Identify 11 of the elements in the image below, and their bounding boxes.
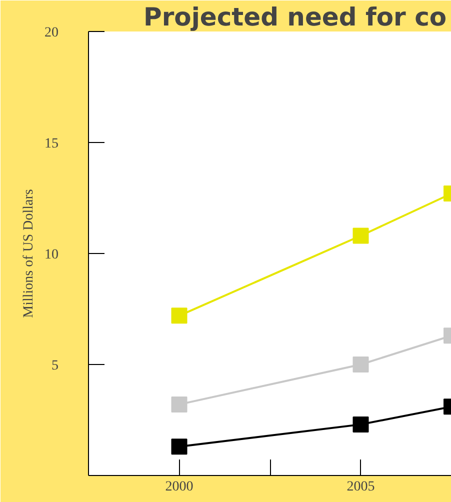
point: [171, 396, 188, 412]
point: [171, 308, 188, 324]
y-tick-label: 15: [44, 136, 58, 152]
y-tick-label: 5: [52, 358, 58, 374]
chart-title: Projected need for co: [144, 2, 447, 32]
x-tick-label: 2000: [165, 480, 194, 494]
point: [171, 438, 188, 455]
y-tick-label: 20: [44, 26, 58, 40]
x-tick-label: 2005: [346, 480, 375, 494]
y-axis-title: Millions of US Dollars: [22, 189, 36, 318]
y-tick-label: 10: [44, 248, 58, 262]
